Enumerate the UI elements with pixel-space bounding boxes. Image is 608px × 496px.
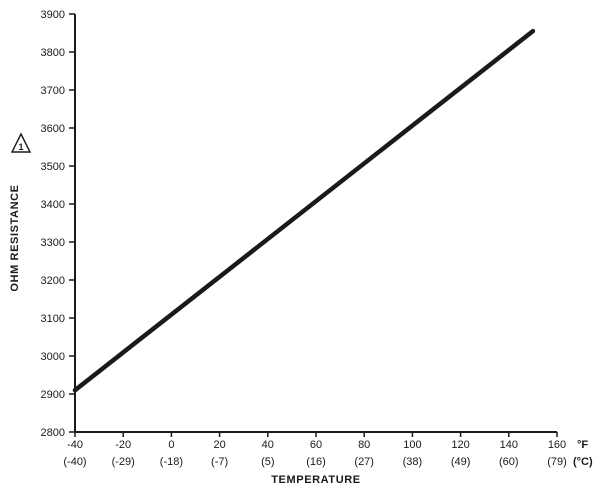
y-tick-label: 2900 bbox=[41, 389, 65, 401]
x-tick-label-fahrenheit: 140 bbox=[500, 439, 518, 451]
x-tick-label-fahrenheit: -20 bbox=[115, 439, 131, 451]
y-tick-label: 3700 bbox=[41, 85, 65, 97]
x-tick-label-fahrenheit: -40 bbox=[67, 439, 83, 451]
x-tick-label-celsius: (79) bbox=[547, 456, 567, 468]
x-tick-label-celsius: (-7) bbox=[211, 456, 228, 468]
y-tick-label: 2800 bbox=[41, 427, 65, 439]
x-tick-label-fahrenheit: 40 bbox=[262, 439, 274, 451]
y-tick-label: 3000 bbox=[41, 351, 65, 363]
x-tick-label-fahrenheit: 80 bbox=[358, 439, 370, 451]
x-tick-label-celsius: (27) bbox=[354, 456, 374, 468]
x-tick-label-celsius: (5) bbox=[261, 456, 274, 468]
fahrenheit-unit-label: °F bbox=[577, 439, 588, 451]
x-tick-label-fahrenheit: 20 bbox=[213, 439, 225, 451]
y-tick-label: 3600 bbox=[41, 123, 65, 135]
y-tick-label: 3900 bbox=[41, 9, 65, 21]
y-tick-label: 3100 bbox=[41, 313, 65, 325]
y-tick-label: 3500 bbox=[41, 161, 65, 173]
x-axis-title: TEMPERATURE bbox=[271, 474, 361, 486]
x-tick-label-celsius: (60) bbox=[499, 456, 519, 468]
x-tick-label-fahrenheit: 0 bbox=[168, 439, 174, 451]
note-number: 1 bbox=[18, 142, 23, 152]
x-tick-label-celsius: (-18) bbox=[160, 456, 183, 468]
y-axis-title: OHM RESISTANCE bbox=[9, 184, 21, 291]
x-tick-label-fahrenheit: 60 bbox=[310, 439, 322, 451]
axis-lines bbox=[74, 14, 557, 433]
x-tick-label-celsius: (-29) bbox=[112, 456, 135, 468]
y-axis-ticks: 3900 3800 3700 3600 3500 3400 3300 3200 3100 3000… bbox=[41, 9, 75, 439]
x-axis-ticks: -40 (-40) -20 (-29) 0 (-18) 20 (-7) 40 (5) 60 (16) 8… bbox=[63, 432, 567, 468]
y-tick-label: 3300 bbox=[41, 237, 65, 249]
x-tick-label-celsius: (-40) bbox=[63, 456, 86, 468]
x-tick-label-celsius: (16) bbox=[306, 456, 326, 468]
x-tick-label-celsius: (38) bbox=[403, 456, 423, 468]
note-triangle-icon: 1 bbox=[10, 132, 32, 153]
x-tick-label-fahrenheit: 100 bbox=[403, 439, 421, 451]
celsius-unit-label: (°C) bbox=[573, 456, 593, 468]
x-tick-label-celsius: (49) bbox=[451, 456, 471, 468]
resistance-line bbox=[72, 28, 536, 393]
y-tick-label: 3200 bbox=[41, 275, 65, 287]
y-tick-label: 3800 bbox=[41, 47, 65, 59]
x-tick-label-fahrenheit: 160 bbox=[548, 439, 566, 451]
y-tick-label: 3400 bbox=[41, 199, 65, 211]
x-tick-label-fahrenheit: 120 bbox=[451, 439, 469, 451]
